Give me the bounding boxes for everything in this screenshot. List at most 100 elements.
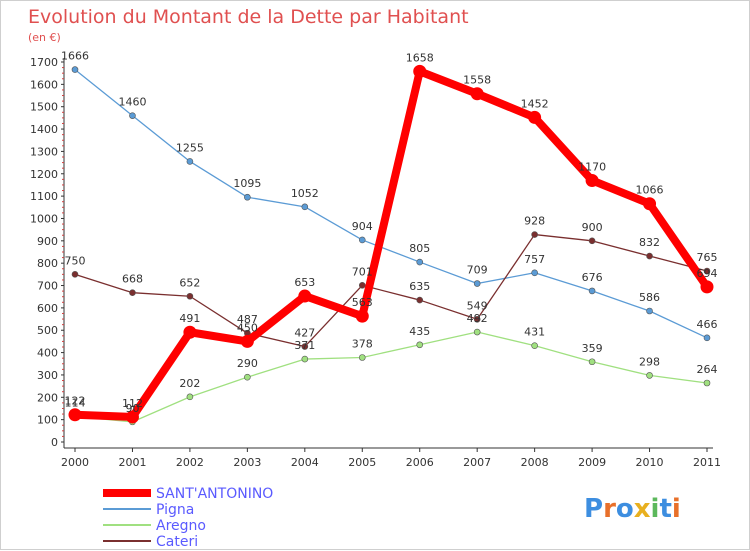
data-point xyxy=(470,87,484,101)
data-label: 1452 xyxy=(521,97,549,110)
data-point xyxy=(646,307,653,315)
data-point xyxy=(301,203,309,211)
y-tick-label: 100 xyxy=(37,414,58,427)
data-label: 750 xyxy=(65,254,86,267)
data-label: 298 xyxy=(639,355,660,368)
data-label: 264 xyxy=(697,363,718,376)
data-label: 371 xyxy=(294,339,315,352)
data-label: 676 xyxy=(582,271,603,284)
y-tick-label: 1500 xyxy=(30,101,58,114)
data-label: 668 xyxy=(122,273,143,286)
data-label: 701 xyxy=(352,265,373,278)
data-point xyxy=(244,193,251,201)
data-point xyxy=(186,158,194,165)
logo-text: Proxiti xyxy=(584,494,681,524)
data-point xyxy=(473,280,481,287)
data-point xyxy=(528,110,542,124)
chart-title: Evolution du Montant de la Dette par Hab… xyxy=(28,6,469,28)
data-point xyxy=(416,296,424,304)
y-tick-label: 1000 xyxy=(30,212,58,225)
data-label: 427 xyxy=(294,327,315,340)
data-point xyxy=(358,282,366,289)
legend-label: Pigna xyxy=(156,502,194,518)
data-point xyxy=(646,252,653,260)
x-tick-label: 2002 xyxy=(176,456,204,469)
data-point xyxy=(129,289,136,296)
data-label: 487 xyxy=(237,313,258,326)
data-point xyxy=(358,354,366,361)
series-layer xyxy=(68,64,714,426)
x-tick-label: 2011 xyxy=(693,456,721,469)
x-tick-label: 2001 xyxy=(118,456,146,469)
y-tick-label: 1100 xyxy=(30,190,58,203)
data-label: 805 xyxy=(409,242,430,255)
data-point xyxy=(129,112,136,119)
legend-label: Aregno xyxy=(156,518,206,534)
data-label: 378 xyxy=(352,338,373,351)
y-tick-label: 200 xyxy=(37,391,58,404)
legend-label: Cateri xyxy=(156,534,198,550)
data-label: 1460 xyxy=(118,96,146,109)
data-label: 431 xyxy=(524,326,545,339)
y-tick-label: 800 xyxy=(37,257,58,270)
data-point xyxy=(358,236,366,244)
data-point xyxy=(240,334,254,348)
data-point xyxy=(588,358,596,366)
data-label: 832 xyxy=(639,236,660,249)
data-label: 359 xyxy=(582,342,603,355)
data-label: 757 xyxy=(524,253,545,266)
data-point xyxy=(186,292,194,300)
data-label: 694 xyxy=(697,267,718,280)
data-label: 549 xyxy=(467,299,488,312)
data-point xyxy=(588,287,596,295)
axes: 0 100 200 300 400 500 600 700 800 900 1000 1100 1200… xyxy=(30,56,721,469)
data-label: 90 xyxy=(125,402,139,415)
data-point xyxy=(68,408,82,422)
data-point xyxy=(703,267,711,275)
proxiti-logo: Proxiti xyxy=(584,494,681,524)
data-point xyxy=(183,325,197,339)
data-point xyxy=(646,372,653,379)
data-label: 586 xyxy=(639,291,660,304)
y-tick-label: 1200 xyxy=(30,168,58,181)
y-tick-label: 900 xyxy=(37,235,58,248)
data-label: 450 xyxy=(237,321,258,334)
data-point xyxy=(301,343,309,350)
y-tick-label: 1300 xyxy=(30,145,58,158)
data-label: 491 xyxy=(179,312,200,325)
data-point xyxy=(700,280,714,294)
data-label: 563 xyxy=(352,296,373,309)
data-label: 290 xyxy=(237,357,258,370)
data-point xyxy=(703,379,711,387)
data-label: 492 xyxy=(467,312,488,325)
x-tick-label: 2004 xyxy=(291,456,319,469)
data-labels-layer: 122 112 491 450 653 563 1658 1558 1452 1170 1066 69… xyxy=(61,50,718,415)
data-point xyxy=(416,258,424,266)
data-label: 1658 xyxy=(406,51,434,64)
data-label: 1095 xyxy=(233,177,261,190)
x-tick-label: 2005 xyxy=(348,456,376,469)
data-point xyxy=(125,410,139,424)
data-point xyxy=(244,373,251,381)
data-label: 765 xyxy=(697,251,718,264)
data-label: 653 xyxy=(294,276,315,289)
y-tick-label: 400 xyxy=(37,347,58,360)
data-label: 202 xyxy=(179,377,200,390)
legend-label: SANT'ANTONINO xyxy=(156,486,273,502)
y-tick-label: 1400 xyxy=(30,123,58,136)
data-point xyxy=(531,269,538,277)
data-point xyxy=(416,341,424,349)
data-label: 1558 xyxy=(463,74,491,87)
data-label: 652 xyxy=(179,276,200,289)
data-point xyxy=(186,393,194,401)
x-tick-label: 2009 xyxy=(578,456,606,469)
series-line-pigna xyxy=(74,68,708,339)
data-point xyxy=(301,355,309,363)
data-point xyxy=(531,231,538,238)
data-point xyxy=(588,237,596,245)
data-label: 114 xyxy=(65,397,86,410)
data-label: 904 xyxy=(352,220,373,233)
data-label: 1255 xyxy=(176,141,204,154)
data-label: 1052 xyxy=(291,187,319,200)
